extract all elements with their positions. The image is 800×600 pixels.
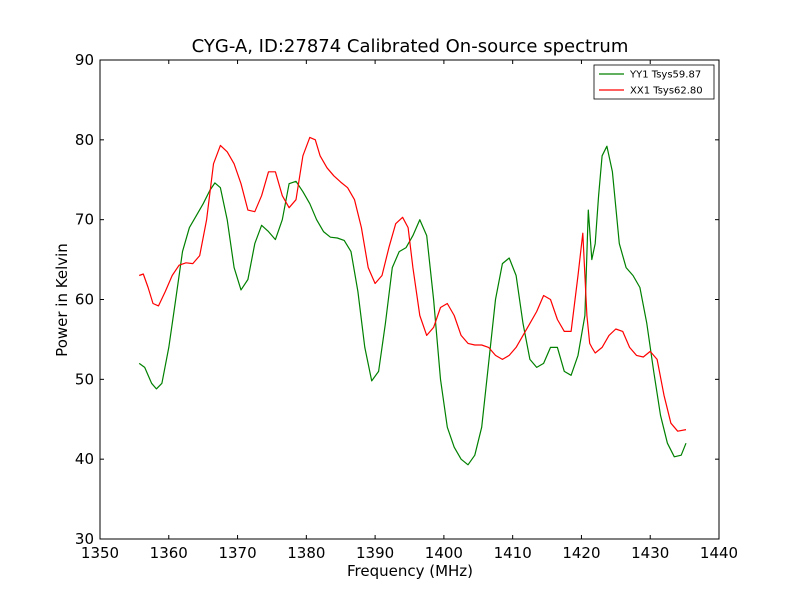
y-tick-label: 80 — [75, 131, 94, 149]
series-line-0 — [138, 145, 687, 466]
x-tick-label: 1360 — [150, 544, 188, 562]
x-tick-label: 1370 — [218, 544, 256, 562]
y-tick-label: 40 — [75, 450, 94, 468]
legend-label-yy1: YY1 Tsys59.87 — [629, 70, 701, 81]
series-line-1 — [138, 136, 687, 432]
chart-title: CYG-A, ID:27874 Calibrated On-source spe… — [192, 36, 629, 57]
y-axis-ticks: 30 40 50 60 70 80 90 — [75, 51, 719, 548]
y-tick-label: 60 — [75, 291, 94, 309]
y-tick-label: 70 — [75, 211, 94, 229]
y-tick-label: 90 — [75, 51, 94, 69]
y-axis-label: Power in Kelvin — [53, 243, 71, 357]
x-axis-label: Frequency (MHz) — [347, 562, 473, 580]
x-axis-ticks: 1350 1360 1370 1380 1390 1400 1410 1420 1430 1440 — [81, 60, 738, 562]
x-tick-label: 1350 — [81, 544, 119, 562]
x-tick-label: 1380 — [287, 544, 325, 562]
x-tick-label: 1440 — [700, 544, 738, 562]
legend-label-xx1: XX1 Tsys62.80 — [630, 86, 703, 97]
x-tick-label: 1390 — [356, 544, 394, 562]
legend: YY1 Tsys59.87 XX1 Tsys62.80 — [593, 64, 715, 100]
x-tick-label: 1400 — [425, 544, 463, 562]
legend-box — [593, 64, 715, 100]
series-layer — [138, 136, 687, 466]
x-tick-label: 1420 — [562, 544, 600, 562]
y-tick-label: 30 — [75, 530, 94, 548]
x-tick-label: 1410 — [494, 544, 532, 562]
x-tick-label: 1430 — [631, 544, 669, 562]
y-tick-label: 50 — [75, 370, 94, 388]
